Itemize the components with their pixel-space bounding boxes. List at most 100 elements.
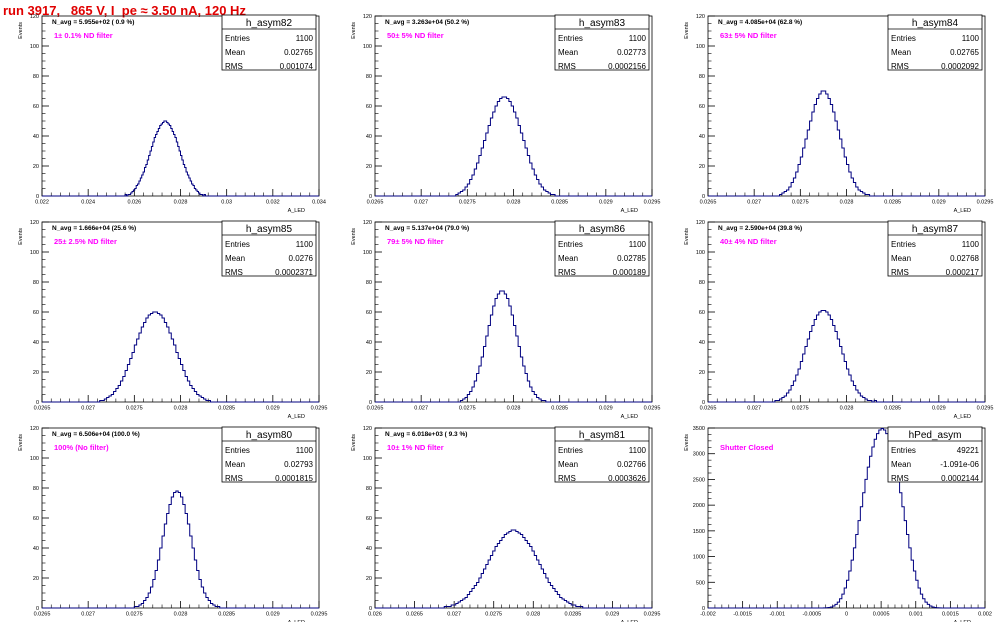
stats-value-rms: 0.0002144: [941, 474, 979, 483]
histogram-bin: [516, 532, 518, 609]
histogram-bin: [530, 547, 532, 609]
histogram-bin: [807, 339, 809, 402]
stats-label-mean: Mean: [558, 254, 578, 263]
stats-histogram-name: h_asym85: [246, 224, 293, 235]
histogram-bin: [176, 142, 177, 196]
histogram-bin: [833, 326, 835, 403]
x-tick-label: 0.0275: [126, 612, 143, 618]
histogram-bin: [183, 165, 184, 197]
stats-histogram-name: h_asym82: [246, 18, 293, 29]
histogram-bin: [514, 326, 516, 403]
y-tick-label: 120: [30, 426, 39, 432]
stats-value-entries: 1100: [629, 446, 647, 455]
x-tick-label: 0.024: [81, 200, 95, 206]
histogram-bin: [143, 172, 144, 196]
x-tick-label: 0.029: [932, 200, 946, 206]
x-tick-label: 0.027: [747, 200, 761, 206]
y-tick-label: 3500: [693, 426, 705, 432]
filter-label: 25± 2.5% ND filter: [54, 237, 117, 246]
histogram-panel-h_asym80: 0 20 40 60 80 100 120 0.0265 0.027 0.0275 0.028 0.0…: [18, 426, 327, 622]
x-tick-label: -0.0015: [733, 612, 752, 618]
y-tick-label: 0: [702, 400, 705, 406]
histogram-bin: [146, 165, 147, 197]
y-axis-label: Events: [684, 22, 690, 39]
histogram-bin: [483, 141, 485, 197]
histogram-bin: [872, 447, 874, 608]
filter-label: 40± 4% ND filter: [720, 237, 777, 246]
histogram-bin: [534, 556, 536, 609]
stats-box: h_asym87 Entries 1100 Mean 0.02768 RMS 0.00021…: [887, 220, 983, 277]
navg-label: N_avg = 5.955e+02 ( 0.9 %): [52, 19, 134, 26]
histogram-bin: [150, 314, 152, 403]
histogram-bin: [821, 91, 823, 196]
x-tick-label: 0.029: [599, 406, 613, 412]
stats-box: h_asym81 Entries 1100 Mean 0.02766 RMS 0.00036…: [554, 426, 650, 483]
histogram-bin: [835, 121, 837, 196]
stats-box: h_asym84 Entries 1100 Mean 0.02765 RMS 0.00020…: [887, 14, 983, 71]
x-tick-label: -0.002: [700, 612, 716, 618]
stats-label-entries: Entries: [558, 240, 583, 249]
histogram-bin: [541, 569, 543, 608]
histogram-bin: [490, 556, 492, 609]
histogram-bin: [497, 294, 499, 402]
x-axis-label: A_LED: [954, 208, 971, 214]
x-tick-label: 0.0265: [700, 200, 717, 206]
stats-value-rms: 0.000217: [946, 268, 980, 277]
y-tick-label: 40: [33, 546, 39, 552]
histogram-bin: [178, 147, 179, 197]
y-tick-label: 120: [363, 426, 372, 432]
x-tick-label: 0.0285: [884, 200, 901, 206]
stats-box: hPed_asym Entries 49221 Mean -1.091e-06 RMS 0.…: [887, 426, 983, 483]
navg-label: N_avg = 4.085e+04 (62.8 %): [718, 19, 802, 26]
x-tick-label: 0.0265: [367, 406, 384, 412]
stats-box-frame: [554, 426, 650, 483]
histogram-bin: [174, 493, 176, 609]
x-tick-label: 0.028: [174, 200, 188, 206]
histogram-bin: [826, 312, 828, 402]
histogram-panel-h_asym86: 0 20 40 60 80 100 120 0.0265 0.027 0.0275 0.028 0.0…: [351, 220, 660, 420]
y-axis-label: Events: [18, 434, 24, 451]
histogram-bin: [182, 160, 183, 196]
y-tick-label: 60: [33, 516, 39, 522]
x-tick-label: 0.0265: [406, 612, 423, 618]
histogram-bin: [181, 497, 183, 608]
histogram-bin: [833, 112, 835, 196]
histogram-bin: [149, 156, 150, 197]
x-tick-label: 0.027: [414, 200, 428, 206]
x-tick-label: 0.0295: [977, 406, 994, 412]
y-tick-label: 500: [696, 580, 705, 586]
histogram-bin: [895, 467, 897, 608]
histogram-bin: [500, 541, 502, 609]
y-tick-label: 0: [369, 400, 372, 406]
stats-value-entries: 1100: [962, 34, 980, 43]
histogram-bins: [775, 311, 877, 403]
navg-label: N_avg = 5.137e+04 (79.0 %): [385, 225, 469, 232]
stats-value-rms: 0.0002092: [941, 62, 979, 71]
histogram-line: [708, 90, 985, 197]
x-tick-label: -0.0005: [803, 612, 822, 618]
x-tick-label: 0.0275: [459, 406, 476, 412]
stats-value-entries: 1100: [629, 34, 647, 43]
y-tick-label: 20: [366, 370, 372, 376]
x-tick-label: 0.032: [266, 200, 280, 206]
stats-box-frame: [887, 220, 983, 277]
y-tick-label: 20: [366, 164, 372, 170]
stats-histogram-name: h_asym80: [246, 430, 293, 441]
histogram-bin: [161, 124, 162, 196]
histogram-bin: [155, 312, 157, 402]
histogram-bin: [167, 327, 169, 402]
y-tick-label: 80: [366, 74, 372, 80]
y-tick-label: 20: [366, 576, 372, 582]
histogram-bin: [807, 130, 809, 196]
histogram-line: [42, 311, 319, 403]
histogram-bin: [146, 318, 148, 402]
histogram-bin: [488, 326, 490, 403]
histogram-bin: [148, 315, 150, 402]
stats-label-rms: RMS: [558, 474, 576, 483]
x-axis-label: A_LED: [288, 620, 305, 622]
histogram-bin: [504, 535, 506, 609]
y-tick-label: 120: [696, 220, 705, 226]
histogram-bin: [171, 339, 173, 402]
histogram-bin: [504, 97, 506, 196]
y-tick-label: 100: [30, 250, 39, 256]
